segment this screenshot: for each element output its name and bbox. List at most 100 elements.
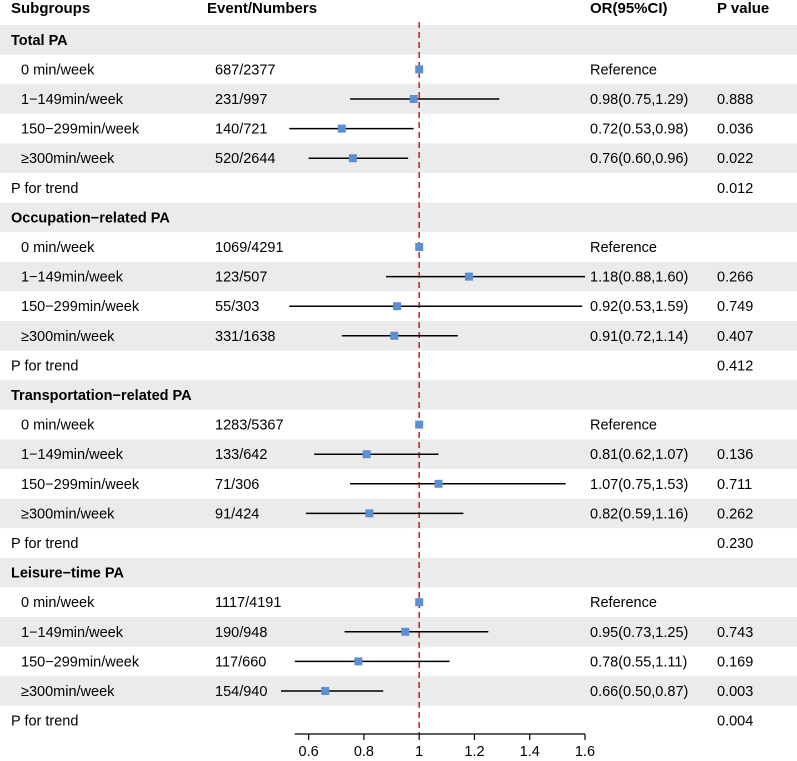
trend-p-value: 0.230 [717,536,753,552]
row-label: 1−149min/week [21,625,124,641]
group-label: Total PA [11,33,68,49]
row-events: 331/1638 [215,329,275,345]
row-or-ci: Reference [590,62,657,78]
row-or-ci: 0.72(0.53,0.98) [590,122,688,138]
row-label: ≥300min/week [21,684,115,700]
trend-p-value: 0.004 [717,714,753,730]
point-estimate [415,598,424,607]
row-label: 0 min/week [21,240,95,256]
row-or-ci: 0.66(0.50,0.87) [590,684,688,700]
header-events: Event/Numbers [207,0,317,17]
row-events: 190/948 [215,625,267,641]
plot-marks [281,22,585,734]
row-events: 231/997 [215,92,267,108]
row-events: 117/660 [215,654,266,670]
row-label: ≥300min/week [21,151,115,167]
row-or-ci: 1.18(0.88,1.60) [590,270,688,286]
trend-label: P for trend [11,358,78,374]
row-events: 133/642 [215,447,267,463]
row-or-ci: Reference [590,418,657,434]
row-p-value: 0.169 [717,654,753,670]
row-events: 140/721 [215,122,267,138]
row-label: ≥300min/week [21,506,115,522]
point-estimate [464,272,473,281]
point-estimate [348,154,357,163]
row-events: 1069/4291 [215,240,284,256]
row-label: 0 min/week [21,595,95,611]
row-events: 687/2377 [215,62,275,78]
row-label: 150−299min/week [21,654,140,670]
row-p-value: 0.888 [717,92,753,108]
row-or-ci: 0.76(0.60,0.96) [590,151,688,167]
row-label: 1−149min/week [21,447,124,463]
trend-label: P for trend [11,714,78,730]
trend-p-value: 0.412 [717,358,753,374]
row-or-ci: 0.78(0.55,1.11) [590,654,687,670]
shade-row [0,202,797,233]
row-label: 0 min/week [21,62,95,78]
axis-tick-label: 1.6 [575,744,595,760]
shade-row [0,557,797,588]
header-subgroups: Subgroups [11,0,90,17]
trend-label: P for trend [11,181,78,197]
point-estimate [401,627,410,636]
point-estimate [415,243,424,251]
shade-row [0,380,797,410]
row-label: 150−299min/week [21,299,140,315]
row-p-value: 0.136 [717,447,753,463]
row-p-value: 0.407 [717,329,753,345]
row-events: 55/303 [215,299,259,315]
point-estimate [393,302,402,311]
row-or-ci: 0.98(0.75,1.29) [590,92,688,108]
row-or-ci: 1.07(0.75,1.53) [590,477,688,493]
point-estimate [362,450,371,459]
row-label: 1−149min/week [21,92,124,108]
point-estimate [415,65,424,74]
row-p-value: 0.266 [717,270,753,286]
point-estimate [354,657,363,666]
row-label: ≥300min/week [21,329,115,345]
axis-tick-label: 1.4 [520,744,540,760]
row-events: 154/940 [215,684,267,700]
row-or-ci: 0.82(0.59,1.16) [590,506,688,522]
shade-row [0,25,797,55]
point-estimate [321,687,330,695]
point-estimate [415,420,424,429]
shade-row [0,676,797,706]
point-estimate [409,95,418,103]
point-estimate [434,479,443,488]
header-or-ci: OR(95%CI) [590,0,668,17]
point-estimate [337,124,346,133]
row-events: 1283/5367 [215,418,284,434]
group-label: Transportation−related PA [11,388,192,404]
axis-tick-label: 1 [415,744,423,760]
row-p-value: 0.711 [717,477,752,493]
axis-tick-label: 0.8 [354,744,374,760]
trend-p-value: 0.012 [717,181,753,197]
table-text: Subgroups Event/Numbers OR(95%CI) P valu… [11,0,769,730]
header-p-value: P value [717,0,769,17]
x-axis: 0.6 0.8 1 1.2 1.4 1.6 [294,733,595,760]
row-p-value: 0.003 [717,684,753,700]
row-events: 520/2644 [215,151,275,167]
row-p-value: 0.036 [717,122,753,138]
row-events: 71/306 [215,477,259,493]
row-p-value: 0.022 [717,151,753,167]
row-or-ci: Reference [590,240,657,256]
axis-tick-label: 1.2 [464,744,484,760]
group-label: Leisure−time PA [11,566,124,582]
row-events: 123/507 [215,270,267,286]
row-label: 0 min/week [21,418,95,434]
row-label: 150−299min/week [21,122,140,138]
row-p-value: 0.743 [717,625,753,641]
row-p-value: 0.262 [717,506,753,522]
axis-tick-label: 0.6 [299,744,319,760]
point-estimate [365,509,374,518]
row-or-ci: 0.92(0.53,1.59) [590,299,688,315]
trend-label: P for trend [11,536,78,552]
row-or-ci: 0.81(0.62,1.07) [590,447,688,463]
row-or-ci: 0.91(0.72,1.14) [590,329,688,345]
row-or-ci: Reference [590,595,657,611]
